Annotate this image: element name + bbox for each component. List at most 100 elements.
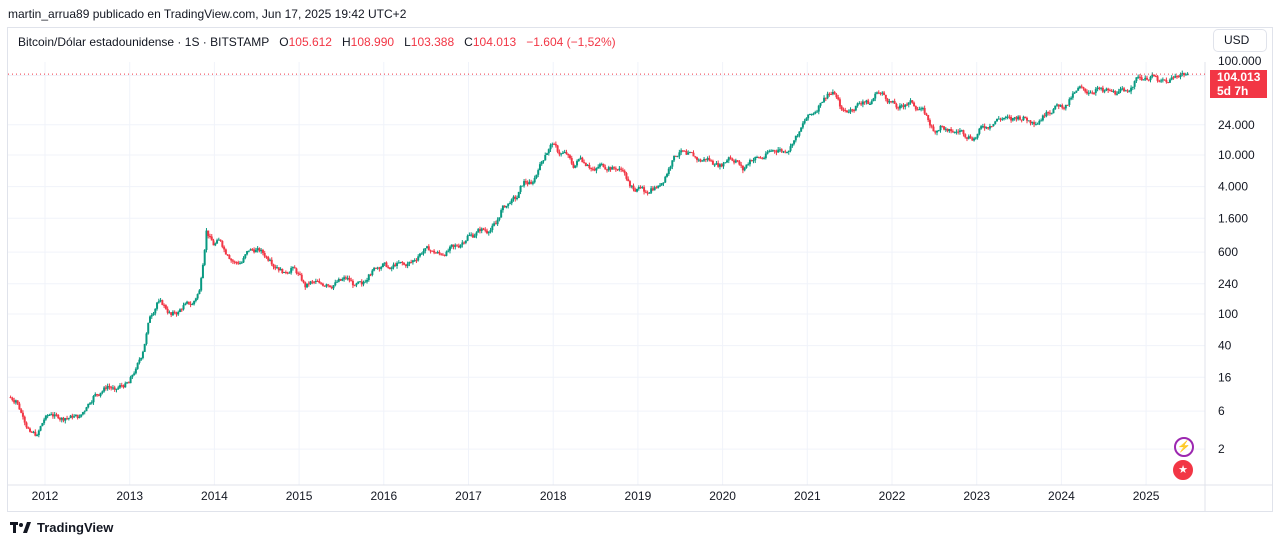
x-tick-label: 2025: [1133, 489, 1160, 503]
candle-down: [29, 428, 32, 432]
symbol-title[interactable]: Bitcoin/Dólar estadounidense · 1S · BITS…: [18, 35, 270, 49]
candle-up: [537, 170, 540, 175]
candle-up: [238, 263, 241, 265]
candle-down: [463, 242, 466, 244]
candle-up: [981, 126, 984, 128]
candle-up: [381, 263, 384, 268]
candle-up: [309, 281, 312, 284]
candle-up: [461, 242, 464, 245]
candle-up: [874, 93, 877, 99]
candle-up: [724, 162, 727, 164]
candle-down: [1057, 104, 1060, 107]
candle-up: [648, 192, 651, 194]
candle-down: [207, 230, 210, 237]
candle-up: [854, 105, 857, 111]
candle-down: [1066, 104, 1069, 106]
candle-down: [1154, 76, 1157, 78]
candle-down: [34, 431, 37, 436]
candle-down: [651, 188, 654, 191]
candle-down: [71, 415, 74, 418]
candle-down: [853, 110, 856, 112]
candle-down: [233, 261, 236, 263]
candle-down: [1175, 76, 1178, 78]
candle-up: [823, 97, 826, 102]
candle-up: [521, 185, 524, 187]
candle-down: [738, 161, 741, 165]
candle-up: [600, 163, 603, 165]
candle-up: [935, 130, 938, 133]
candle-up: [1119, 88, 1122, 92]
candle-up: [200, 278, 203, 291]
lightning-icon[interactable]: ⚡: [1174, 437, 1194, 457]
candle-down: [403, 262, 406, 265]
candle-up: [73, 416, 76, 418]
candle-up: [722, 163, 725, 167]
candle-down: [221, 240, 224, 247]
y-tick-label: 240: [1218, 277, 1238, 291]
candle-up: [658, 185, 661, 187]
candle-down: [318, 281, 321, 284]
candle-up: [650, 188, 653, 193]
candle-down: [613, 167, 616, 169]
candle-down: [828, 93, 831, 95]
close-label: C: [464, 35, 473, 49]
candle-up: [256, 248, 259, 250]
candle-up: [60, 417, 63, 420]
candle-up: [216, 240, 219, 244]
candle-up: [355, 283, 358, 286]
candle-up: [953, 132, 956, 134]
x-tick-label: 2023: [963, 489, 990, 503]
candle-up: [1130, 87, 1133, 92]
candle-up: [1050, 113, 1053, 115]
us-flag-icon[interactable]: ★: [1173, 460, 1193, 480]
candle-up: [546, 153, 549, 155]
candle-down: [750, 160, 753, 162]
candle-up: [157, 301, 160, 303]
candle-down: [452, 244, 455, 247]
candle-up: [727, 157, 730, 161]
candle-down: [295, 268, 298, 274]
candle-up: [667, 168, 670, 175]
candle-up: [447, 250, 450, 252]
y-tick-label: 100: [1218, 307, 1238, 321]
candle-down: [1015, 117, 1018, 120]
candle-up: [706, 158, 709, 160]
candle-up: [544, 155, 547, 161]
candle-up: [390, 267, 393, 270]
candle-down: [1048, 112, 1051, 114]
candle-down: [258, 248, 261, 252]
candle-up: [754, 157, 757, 161]
candle-down: [524, 181, 527, 183]
candle-up: [106, 386, 109, 389]
x-tick-label: 2017: [455, 489, 482, 503]
candle-up: [53, 414, 56, 417]
y-tick-label: 1.600: [1218, 211, 1248, 225]
candle-down: [893, 101, 896, 104]
candle-up: [858, 103, 861, 105]
candle-down: [374, 267, 377, 269]
candle-down: [1080, 86, 1083, 88]
candle-up: [831, 91, 834, 95]
candle-up: [357, 281, 360, 284]
currency-button[interactable]: USD: [1213, 29, 1267, 52]
candle-up: [283, 271, 286, 274]
candle-up: [997, 118, 1000, 120]
candle-down: [923, 108, 926, 114]
candle-down: [928, 120, 931, 126]
candle-down: [932, 126, 935, 132]
candle-down: [1114, 91, 1117, 95]
candle-down: [434, 252, 437, 254]
candle-up: [872, 98, 875, 102]
candle-up: [666, 174, 669, 177]
candle-down: [401, 261, 404, 263]
candle-down: [890, 101, 893, 103]
candle-up: [118, 385, 121, 388]
candle-up: [540, 161, 543, 165]
candle-up: [80, 414, 83, 417]
candle-up: [198, 290, 201, 295]
tradingview-logo[interactable]: TradingView: [10, 520, 113, 535]
candle-up: [493, 223, 496, 226]
candle-down: [1025, 118, 1028, 121]
x-tick-label: 2024: [1048, 489, 1075, 503]
